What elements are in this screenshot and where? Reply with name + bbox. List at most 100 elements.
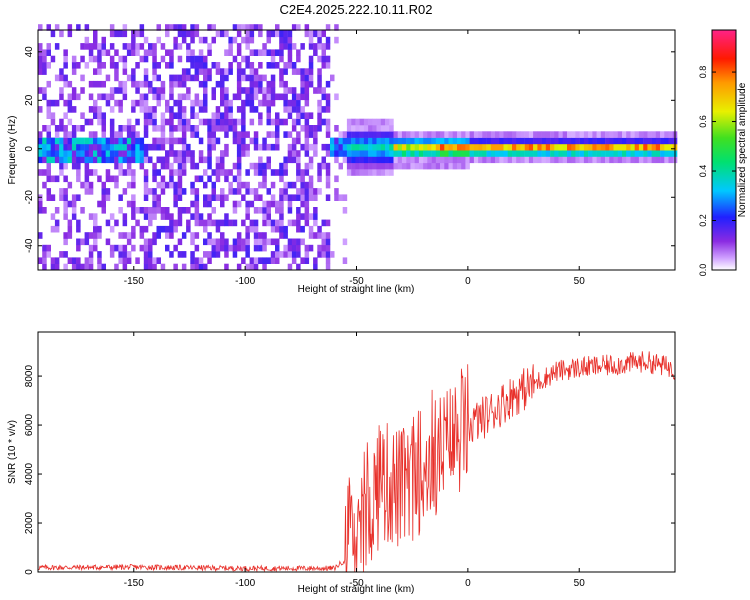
spectrogram-cell [84,150,90,157]
spectrogram-cell [46,99,51,107]
spectrogram-cell [105,143,111,151]
spectrogram-cell [550,131,555,138]
spectrogram-cell [122,244,128,252]
spectrogram-cell [647,156,652,164]
spectrogram-cell [300,93,305,101]
spectrogram-cell [38,137,43,145]
spectrogram-cell [63,251,68,258]
spectrogram-cell [262,232,267,239]
spectrogram-cell [88,106,94,113]
spectrogram-cell [249,68,255,75]
spectrogram-cell [54,156,60,164]
spectrogram-cell [634,131,640,138]
spectrogram-cell [351,131,356,138]
spectrogram-cell [236,74,242,82]
spectrogram-cell [88,181,94,189]
spectrogram-cell [304,213,310,220]
spectrogram-cell [275,143,280,151]
spectrogram-cell [190,112,195,119]
spectrogram-cell [258,24,263,31]
spectrogram-cell [287,219,293,227]
spectrogram-cell [600,143,606,151]
spectrogram-cell [203,87,208,94]
spectrogram-cell [181,24,187,31]
spectrogram-cell [152,238,157,246]
spectrogram-cell [105,74,111,82]
spectrogram-cell [152,162,157,170]
spectrogram-cell [198,49,204,56]
spectrogram-cell [296,169,301,176]
spectrogram-cell [444,137,449,145]
spectrogram-cell [236,30,242,38]
spectrogram-cell [126,162,132,170]
spectrogram-cell [80,263,85,271]
spectrogram-cell [325,125,331,132]
spectrogram-cell [583,137,589,145]
spectrogram-cell [148,143,153,151]
spectrogram-cell [67,30,73,38]
spectrogram-cell [300,194,305,201]
spectrogram-cell [211,125,216,132]
spectrogram-cell [313,194,318,201]
spectrogram-cell [38,143,43,151]
spectrogram-cell [148,118,153,126]
spectrogram-cell [139,143,145,151]
spectrogram-cell [156,232,161,239]
spectrogram-cell [236,181,242,189]
spectrogram-cell [520,131,525,138]
spectrogram-cell [567,150,572,157]
spectrogram-cell [296,55,301,63]
spectrogram-cell [220,238,225,246]
spectrogram-cell [126,131,132,138]
spectrogram-cell [626,156,631,164]
spectrogram-cell [46,131,51,138]
spectrogram-cell [245,43,250,50]
spectrogram-cell [59,188,64,195]
spectrogram-cell [67,225,73,233]
spectrogram-cell [313,131,318,138]
spectrogram-cell [198,156,204,164]
spectrogram-cell [173,99,178,107]
spectrogram-cell [524,150,530,157]
spectrogram-cell [80,143,85,151]
spectrogram-cell [220,194,225,201]
spectrogram-cell [76,93,81,101]
spectrogram-cell [495,131,500,138]
spectrogram-cell [71,263,77,271]
spectrogram-cell [71,93,77,101]
spectrogram-cell [126,137,132,145]
spectrogram-cell [67,106,73,113]
spectrogram-cell [59,150,64,157]
spectrogram-cell [296,99,301,107]
spectrogram-y-tick-label: -40 [24,238,35,253]
spectrogram-cell [507,131,513,138]
spectrogram-y-label: Frequency (Hz) [7,116,18,185]
spectrogram-cell [359,125,365,132]
spectrogram-cell [207,175,212,183]
spectrogram-cell [173,225,178,233]
spectrogram-cell [249,162,255,170]
spectrogram-cell [169,62,174,69]
spectrogram-cell [287,55,293,63]
spectrogram-cell [520,156,525,164]
spectrogram-cell [321,87,326,94]
spectrogram-cell [169,112,174,119]
spectrogram-cell [355,162,360,170]
spectrogram-cell [88,263,94,271]
spectrogram-cell [554,150,559,157]
spectrogram-cell [660,150,665,157]
spectrogram-cell [266,257,271,264]
spectrogram-cell [122,156,128,164]
snr-background [38,332,675,572]
spectrogram-cell [215,251,221,258]
spectrogram-cell [152,62,157,69]
spectrogram-cell [63,162,68,170]
spectrogram-cell [317,251,322,258]
spectrogram-cell [97,49,102,56]
spectrogram-cell [211,118,216,126]
spectrogram-cell [76,137,81,145]
spectrogram-cell [249,225,255,233]
spectrogram-cell [338,150,343,157]
spectrogram-cell [186,225,191,233]
spectrogram-cell [253,169,259,176]
